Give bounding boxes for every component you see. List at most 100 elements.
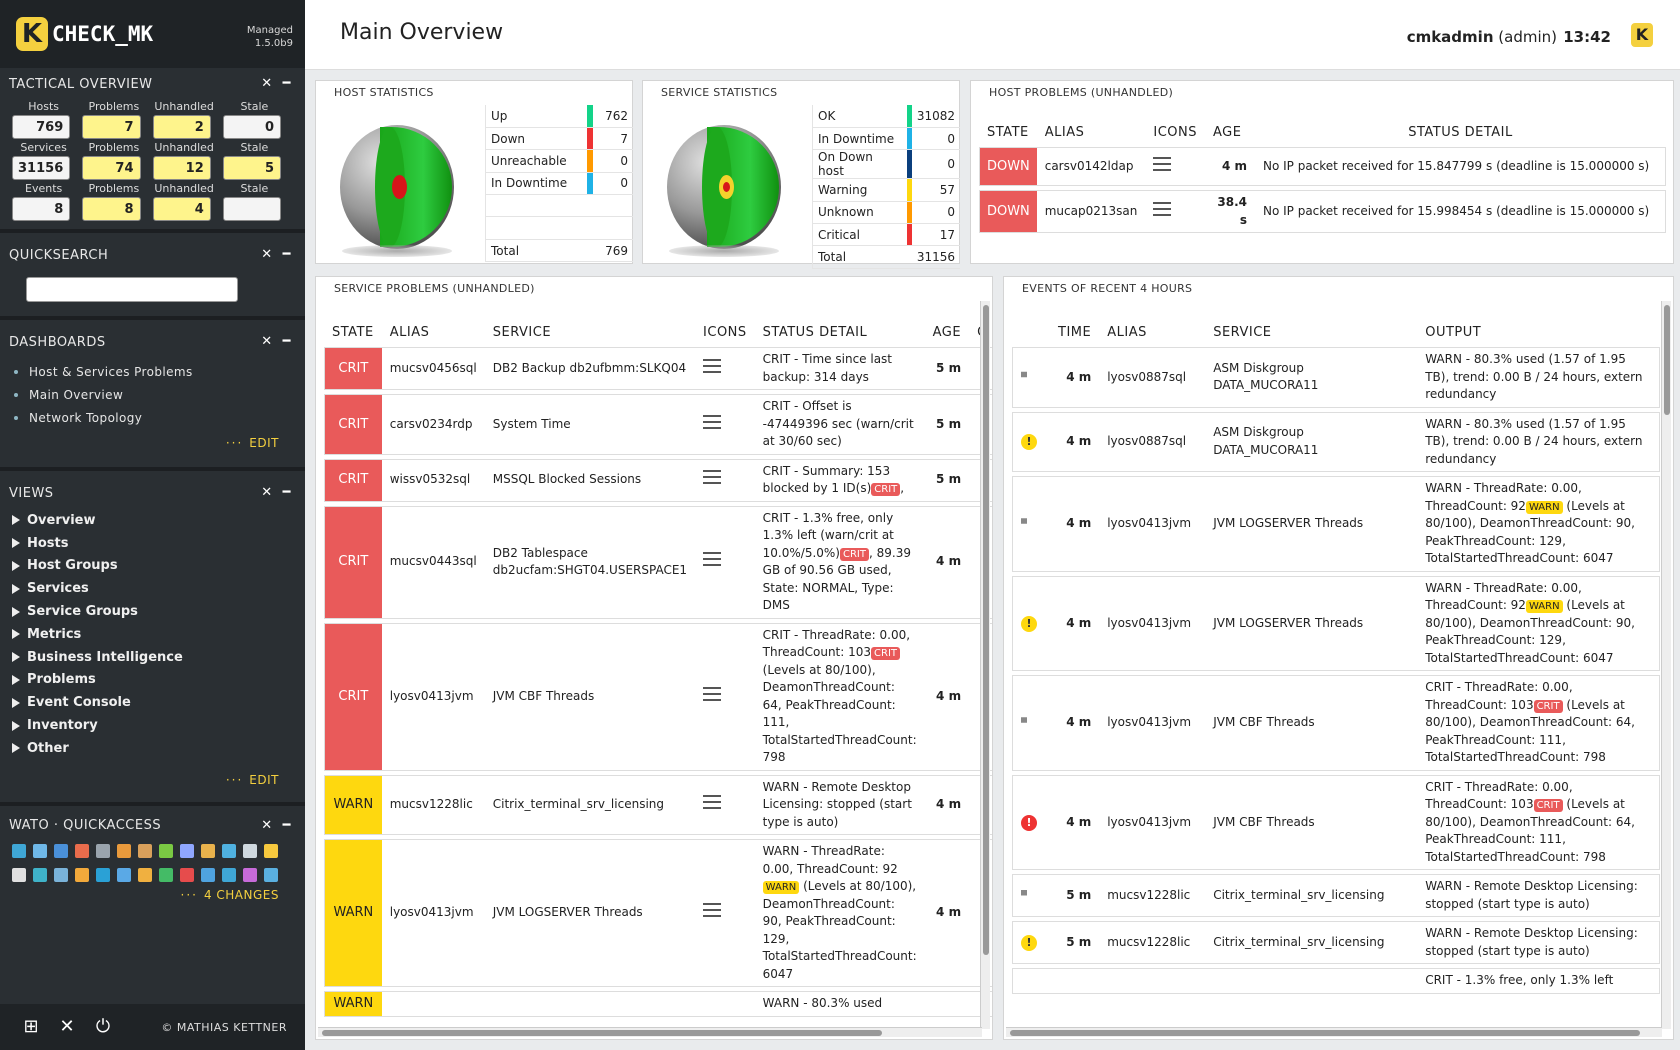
arrows-icon[interactable] [159, 867, 173, 882]
column-header[interactable]: ALIAS [1044, 124, 1085, 140]
wrench-icon[interactable] [138, 867, 152, 882]
snapin-views-header[interactable]: VIEWS ✕ ━ [0, 477, 305, 509]
state-badge[interactable]: WARN [324, 839, 382, 987]
close-icon[interactable]: ✕ [261, 334, 273, 349]
close-icon[interactable]: ✕ [261, 76, 273, 91]
host-alias-link[interactable]: carsv0142ldap [1036, 147, 1146, 186]
event-row[interactable]: ! 4 m lyosv0887sql ASM Diskgroup DATA_MUCOR… [1012, 411, 1660, 472]
view-folder[interactable]: Service Groups [12, 600, 305, 623]
users-icon[interactable] [201, 843, 215, 858]
stat-row[interactable]: In Downtime 0 [811, 127, 960, 151]
tactical-services-count[interactable]: 31156 [12, 156, 71, 180]
menu-icon[interactable] [695, 394, 755, 455]
menu-icon[interactable] [695, 774, 755, 835]
minimize-icon[interactable]: ━ [282, 485, 291, 500]
service-link[interactable]: MSSQL Blocked Sessions [484, 458, 696, 502]
stat-row[interactable]: Unreachable 0 [484, 149, 633, 173]
hamburger-icon[interactable] [1153, 156, 1172, 171]
column-header[interactable]: ICONS [1153, 124, 1197, 140]
heart-icon[interactable] [180, 867, 194, 882]
minimize-icon[interactable]: ━ [282, 334, 291, 349]
service-link[interactable]: JVM LOGSERVER Threads [1205, 575, 1418, 671]
state-badge[interactable]: CRIT [324, 347, 382, 390]
event-row[interactable]: 4 m lyosv0413jvm JVM CBF Threads CRIT - Thr… [1012, 675, 1660, 771]
menu-icon[interactable] [695, 347, 755, 390]
vertical-scrollbar[interactable] [980, 301, 990, 1029]
tactical-services-count[interactable]: 5 [222, 156, 281, 180]
view-folder[interactable]: Metrics [12, 623, 305, 646]
host-problem-row[interactable]: DOWN mucap0213san 38.4 s No IP packet recei… [979, 190, 1666, 233]
hierarchy-icon[interactable] [54, 867, 68, 882]
hamburger-icon[interactable] [703, 470, 722, 485]
view-folder[interactable]: Services [12, 577, 305, 600]
column-header[interactable] [1012, 321, 1050, 343]
event-row[interactable]: ! 4 m lyosv0413jvm JVM LOGSERVER Threads WAR… [1012, 575, 1660, 671]
host-alias-link[interactable]: mucsv1228lic [1099, 874, 1206, 917]
menu-icon[interactable] [1145, 190, 1205, 233]
pending-changes-link[interactable]: ··· 4 CHANGES [180, 887, 279, 902]
clock-icon[interactable] [12, 867, 26, 882]
close-icon[interactable]: ✕ [261, 485, 273, 500]
tools-icon[interactable]: ✕ [59, 1016, 75, 1037]
host-alias-link[interactable]: lyosv0413jvm [381, 839, 485, 987]
quicksearch-input[interactable] [26, 277, 238, 302]
tactical-hosts-count[interactable]: 2 [152, 115, 211, 139]
hamburger-icon[interactable] [703, 903, 722, 918]
service-globe-chart[interactable] [667, 125, 781, 249]
checkmk-k-icon[interactable]: K [1631, 23, 1653, 47]
bell-icon[interactable] [264, 843, 278, 858]
close-icon[interactable]: ✕ [261, 817, 273, 833]
host-globe-chart[interactable] [340, 125, 454, 249]
column-header[interactable]: OUTPUT [1425, 324, 1482, 340]
service-link[interactable]: Citrix_terminal_srv_licensing [1205, 874, 1418, 917]
column-header[interactable]: AGE [1212, 124, 1242, 140]
add-snapin-icon[interactable]: ⊞ [23, 1016, 39, 1037]
tactical-services-count[interactable]: 12 [152, 156, 211, 180]
view-folder[interactable]: Other [12, 737, 305, 760]
minimize-icon[interactable]: ━ [282, 817, 291, 833]
tag-icon[interactable] [75, 843, 89, 858]
service-problem-row[interactable]: CRIT carsv0234rdp System Time CRIT - Offset… [324, 394, 992, 455]
view-folder[interactable]: Event Console [12, 691, 305, 714]
license-icon[interactable] [117, 867, 131, 882]
tactical-hosts-count[interactable]: 769 [12, 115, 71, 139]
service-problem-row[interactable]: WARN WARN - 80.3% used [324, 991, 992, 1017]
column-header[interactable]: ALIAS [389, 324, 430, 340]
service-link[interactable]: JVM CBF Threads [1205, 675, 1418, 771]
column-header[interactable]: SERVICE [492, 324, 552, 340]
event-row[interactable]: CRIT - 1.3% free, only 1.3% left [1012, 968, 1660, 994]
event-row[interactable]: 4 m lyosv0887sql ASM Diskgroup DATA_MUCORA… [1012, 347, 1660, 408]
image-icon[interactable] [180, 843, 194, 858]
dashboard-link[interactable]: Main Overview [14, 383, 305, 406]
stat-row[interactable]: Warning 57 [811, 178, 960, 202]
cards-icon[interactable] [243, 843, 257, 858]
column-header[interactable]: ALIAS [1107, 324, 1147, 340]
home-icon[interactable] [12, 843, 26, 858]
rules-icon[interactable] [117, 843, 131, 858]
flask-icon[interactable] [243, 867, 257, 882]
state-badge[interactable]: DOWN [979, 190, 1037, 233]
host-problem-row[interactable]: DOWN carsv0142ldap 4 m No IP packet receive… [979, 147, 1666, 186]
vertical-scrollbar[interactable] [1661, 301, 1671, 1029]
service-link[interactable]: JVM LOGSERVER Threads [484, 839, 696, 987]
list-icon[interactable] [201, 867, 215, 882]
hamburger-icon[interactable] [703, 686, 722, 701]
service-link[interactable]: System Time [484, 394, 696, 455]
user-icon[interactable] [222, 843, 236, 858]
service-link[interactable] [1205, 968, 1418, 994]
hamburger-icon[interactable] [703, 358, 722, 373]
stat-row[interactable]: On Down host 0 [811, 149, 960, 180]
state-badge[interactable]: WARN [324, 991, 382, 1017]
service-link[interactable]: JVM CBF Threads [1205, 774, 1418, 870]
tactical-hosts-count[interactable]: 0 [222, 115, 281, 139]
menu-icon[interactable] [695, 839, 755, 987]
service-link[interactable] [484, 991, 696, 1017]
globe-icon[interactable] [96, 867, 110, 882]
host-alias-link[interactable]: mucsv0443sql [381, 505, 485, 619]
service-link[interactable]: Citrix_terminal_srv_licensing [484, 774, 696, 835]
dashboards-edit-link[interactable]: ··· EDIT [225, 436, 279, 450]
snapin-quicksearch-header[interactable]: QUICKSEARCH ✕ ━ [0, 239, 305, 271]
host-alias-link[interactable]: lyosv0887sql [1099, 411, 1206, 472]
horizontal-scrollbar[interactable] [318, 1027, 982, 1037]
snapin-dashboards-header[interactable]: DASHBOARDS ✕ ━ [0, 326, 305, 358]
